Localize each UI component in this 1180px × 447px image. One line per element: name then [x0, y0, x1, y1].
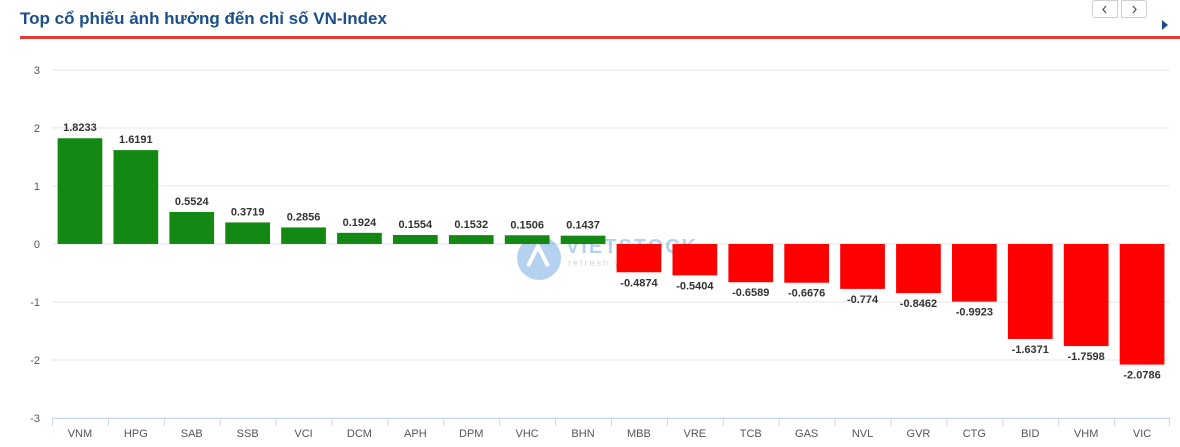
- y-tick-label: -2: [30, 355, 40, 367]
- x-tick-label: VCI: [294, 428, 312, 440]
- x-tick-label: MBB: [627, 428, 651, 440]
- chevron-right-icon: [1132, 5, 1137, 14]
- bars: [57, 138, 1165, 365]
- x-tick-label: DCM: [347, 428, 372, 440]
- bar-vic[interactable]: [1119, 244, 1165, 365]
- x-tick-label: DPM: [459, 428, 483, 440]
- x-tick-label: BID: [1021, 428, 1039, 440]
- value-label: -1.7598: [1067, 351, 1104, 363]
- value-label: -0.5404: [676, 280, 714, 292]
- bar-hpg[interactable]: [113, 150, 159, 244]
- bar-gvr[interactable]: [896, 244, 941, 294]
- value-label: -0.9923: [956, 307, 993, 319]
- next-button[interactable]: [1121, 0, 1147, 18]
- y-tick-label: 3: [34, 65, 40, 77]
- bar-mbb[interactable]: [616, 244, 662, 273]
- y-tick-label: 2: [34, 123, 40, 135]
- y-tick-label: -3: [30, 413, 40, 425]
- value-label: 1.8233: [63, 122, 97, 134]
- x-tick-label: APH: [404, 428, 427, 440]
- y-tick-label: 0: [34, 239, 40, 251]
- bar-tcb[interactable]: [728, 244, 774, 283]
- bar-nvl[interactable]: [840, 244, 885, 289]
- y-axis: 3 2 1 0 -1 -2 -3: [30, 65, 40, 425]
- bar-vnm[interactable]: [57, 138, 103, 244]
- chart-title: Top cổ phiếu ảnh hưởng đến chỉ số VN-Ind…: [20, 9, 387, 28]
- x-tick-label: GVR: [907, 428, 931, 440]
- x-tick-label: GAS: [795, 428, 818, 440]
- value-label: 0.1924: [343, 217, 378, 229]
- x-tick-label: HPG: [124, 428, 148, 440]
- chevron-left-icon: [1102, 5, 1107, 14]
- value-label: 0.3719: [231, 206, 265, 218]
- caret-right-icon[interactable]: [1160, 18, 1170, 32]
- x-tick-label: TCB: [740, 428, 762, 440]
- value-label: -0.6589: [732, 287, 769, 299]
- x-tick-label: VHM: [1074, 428, 1098, 440]
- value-label: -0.8462: [900, 298, 937, 310]
- x-tick-label: VNM: [68, 428, 92, 440]
- bar-vre[interactable]: [672, 244, 718, 276]
- bar-vhm[interactable]: [1063, 244, 1109, 347]
- bar-gas[interactable]: [784, 244, 830, 283]
- value-label: -0.6676: [788, 288, 825, 300]
- watermark-subtext: refresh your...: [568, 258, 653, 268]
- title-underline: [20, 36, 1180, 39]
- bar-bhn[interactable]: [560, 235, 606, 244]
- value-labels: 1.8233 1.6191 0.5524 0.3719 0.2856 0.1924 0.15…: [63, 122, 1161, 381]
- bar-bid[interactable]: [1007, 244, 1053, 339]
- bar-dpm[interactable]: [448, 235, 494, 244]
- x-tick-label: SAB: [181, 428, 203, 440]
- chart-header: Top cổ phiếu ảnh hưởng đến chỉ số VN-Ind…: [20, 0, 1180, 40]
- x-tick-label: SSB: [237, 428, 259, 440]
- prev-button[interactable]: [1092, 0, 1118, 18]
- value-label: -2.0786: [1123, 370, 1160, 382]
- watermark-logo-icon: [517, 236, 561, 280]
- bar-vci[interactable]: [281, 227, 326, 244]
- value-label: 0.1437: [566, 220, 600, 232]
- x-tick-label: CTG: [963, 428, 986, 440]
- value-label: 0.1554: [399, 219, 434, 231]
- value-label: 0.2856: [287, 211, 321, 223]
- value-label: 1.6191: [119, 134, 153, 146]
- y-tick-label: 1: [34, 181, 40, 193]
- value-label: -0.4874: [620, 277, 658, 289]
- value-label: 0.1532: [454, 219, 488, 231]
- bar-ctg[interactable]: [951, 244, 997, 302]
- bar-vhc[interactable]: [504, 235, 550, 244]
- x-tick-label: VIC: [1133, 428, 1151, 440]
- x-tick-label: BHN: [571, 428, 594, 440]
- bar-aph[interactable]: [392, 234, 438, 244]
- x-tick-label: NVL: [852, 428, 873, 440]
- y-tick-label: -1: [30, 297, 40, 309]
- bar-ssb[interactable]: [225, 222, 271, 244]
- bar-sab[interactable]: [169, 211, 215, 244]
- x-tick-label: VRE: [684, 428, 707, 440]
- bar-dcm[interactable]: [337, 232, 382, 244]
- value-label: 0.1506: [510, 219, 544, 231]
- x-axis: VNM HPG SAB SSB VCI DCM APH DPM VHC BHN MBB VRE TCB G…: [52, 418, 1170, 440]
- value-label: -0.774: [847, 294, 879, 306]
- x-tick-label: VHC: [516, 428, 539, 440]
- value-label: -1.6371: [1012, 344, 1049, 356]
- watermark-arrow-icon: [526, 241, 550, 267]
- value-label: 0.5524: [175, 196, 210, 208]
